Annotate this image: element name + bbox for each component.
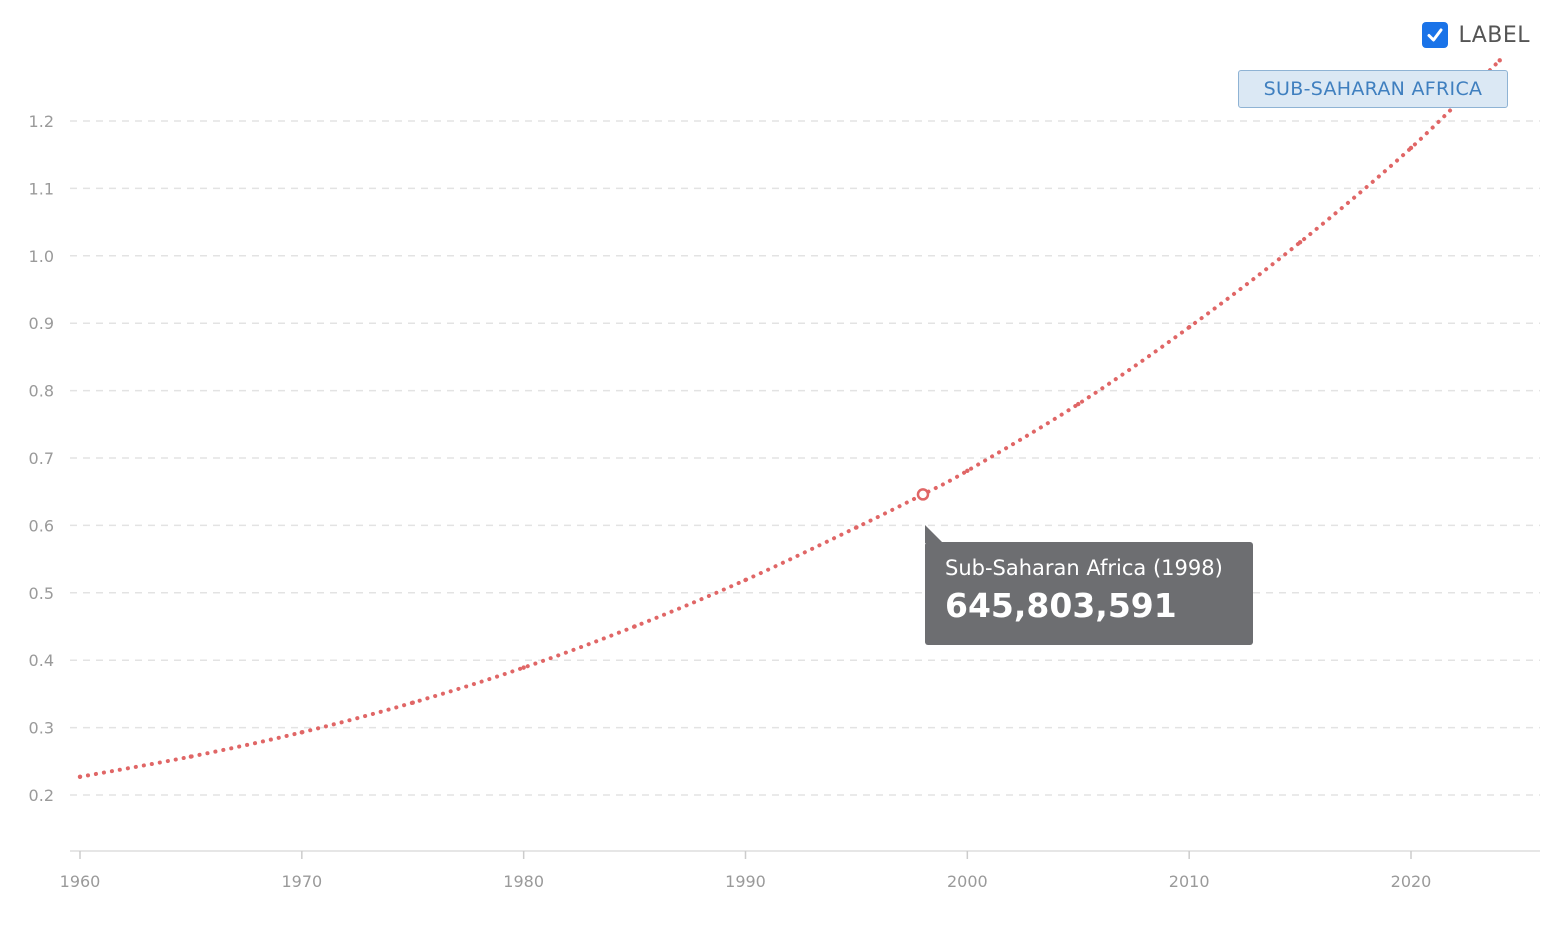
data-point[interactable] bbox=[1497, 58, 1502, 63]
checkbox-checked-icon[interactable] bbox=[1422, 22, 1449, 48]
x-tick-label: 1980 bbox=[503, 872, 544, 891]
x-tick-label: 1960 bbox=[60, 872, 101, 891]
y-tick-label: 0.7 bbox=[29, 449, 54, 468]
gridlines bbox=[70, 120, 1540, 796]
y-tick-label: 0.6 bbox=[29, 516, 54, 535]
data-point[interactable] bbox=[1297, 240, 1303, 245]
series-line-sub-saharan-africa[interactable] bbox=[78, 58, 1502, 779]
y-tick-label: 0.5 bbox=[29, 584, 54, 603]
data-point[interactable] bbox=[188, 754, 194, 759]
label-toggle[interactable]: LABEL bbox=[1422, 22, 1530, 48]
y-tick-label: 1.2 bbox=[29, 112, 54, 131]
label-toggle-text: LABEL bbox=[1458, 22, 1530, 48]
y-tick-label: 1.1 bbox=[29, 179, 54, 198]
data-point[interactable] bbox=[1076, 401, 1081, 407]
y-tick-label: 0.8 bbox=[29, 382, 54, 401]
highlighted-data-point[interactable] bbox=[916, 488, 930, 501]
tooltip-pointer bbox=[925, 525, 943, 543]
x-axis-ticks: 1960 1970 1980 1990 2000 2010 2020 bbox=[60, 850, 1540, 891]
tooltip-title: Sub-Saharan Africa (1998) bbox=[945, 556, 1223, 580]
data-point[interactable] bbox=[299, 730, 305, 735]
data-point[interactable] bbox=[854, 525, 859, 530]
data-point[interactable] bbox=[1408, 145, 1414, 151]
series-chip-sub-saharan-africa[interactable]: SUB-SAHARAN AFRICA bbox=[1238, 70, 1508, 108]
data-point[interactable] bbox=[743, 577, 748, 583]
y-tick-label: 0.3 bbox=[29, 719, 54, 738]
y-tick-label: 0.9 bbox=[29, 314, 54, 333]
x-tick-label: 1970 bbox=[281, 872, 322, 891]
y-tick-label: 0.2 bbox=[29, 786, 54, 805]
x-tick-label: 2020 bbox=[1391, 872, 1432, 891]
data-tooltip: Sub-Saharan Africa (1998) 645,803,591 bbox=[925, 542, 1253, 645]
series-layer bbox=[77, 58, 1502, 780]
data-point[interactable] bbox=[410, 700, 415, 705]
y-tick-label: 0.4 bbox=[29, 651, 54, 670]
data-point[interactable] bbox=[521, 665, 526, 670]
x-tick-label: 1990 bbox=[725, 872, 766, 891]
y-axis-ticks: 0.2 0.3 0.4 0.5 0.6 0.7 0.8 0.9 1.0 1.1 1.2 bbox=[29, 112, 54, 805]
data-point[interactable] bbox=[632, 624, 637, 629]
x-tick-label: 2000 bbox=[947, 872, 988, 891]
data-point[interactable] bbox=[1186, 325, 1192, 330]
data-point[interactable] bbox=[77, 774, 83, 780]
tooltip-value: 645,803,591 bbox=[945, 586, 1177, 625]
y-tick-label: 1.0 bbox=[29, 247, 54, 266]
data-point[interactable] bbox=[965, 468, 970, 474]
x-tick-label: 2010 bbox=[1169, 872, 1210, 891]
